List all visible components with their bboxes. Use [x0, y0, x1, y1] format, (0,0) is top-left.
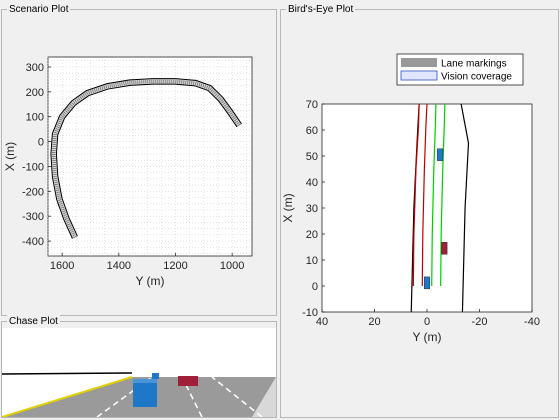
birds-eye-plot-panel: Bird's-Eye Plot — [280, 3, 559, 418]
chase-lane-marking — [211, 376, 263, 417]
chase-ego-vehicle — [133, 379, 157, 407]
chase-plot-title: Chase Plot — [7, 315, 60, 328]
chase-red-vehicle — [178, 376, 198, 386]
chase-plot-panel: Chase Plot — [1, 315, 277, 418]
chase-plot-view[interactable] — [2, 328, 276, 417]
chase-road-shoulder — [252, 377, 276, 417]
chase-lane-marking — [181, 376, 203, 417]
scenario-plot-panel: Scenario Plot — [1, 3, 277, 316]
chase-left-lane-marking — [2, 376, 133, 417]
chase-far-vehicle — [152, 373, 159, 379]
chase-horizon-line — [2, 372, 133, 375]
scenario-plot-title: Scenario Plot — [7, 3, 71, 16]
chase-lane-marking — [96, 376, 153, 417]
chase-ego-vehicle-roof — [133, 379, 157, 383]
birds-eye-plot-title: Bird's-Eye Plot — [286, 3, 356, 16]
